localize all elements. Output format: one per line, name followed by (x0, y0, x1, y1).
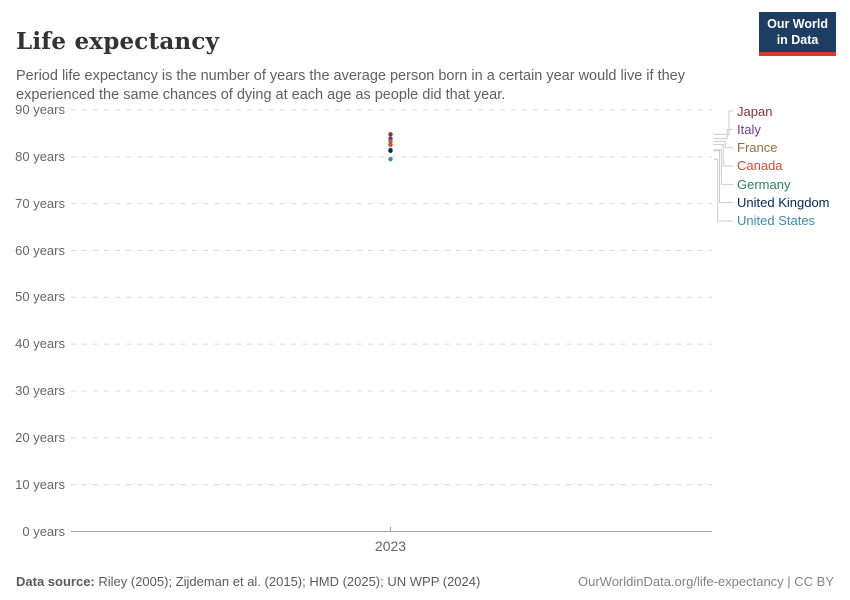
y-axis-tick-label-90: 90 years (15, 102, 65, 117)
y-axis-tick-label-60: 60 years (15, 242, 65, 258)
legend-connector-germany (713, 149, 733, 185)
legend-label-france[interactable]: France (737, 140, 778, 156)
data-source-note: Data source: Riley (2005); Zijdeman et a… (16, 574, 480, 589)
owid-logo-line2: in Data (776, 32, 819, 47)
y-axis-tick-label-40: 40 years (15, 336, 65, 352)
y-axis-tick-label-30: 30 years (15, 383, 65, 398)
license-link[interactable]: OurWorldinData.org/life-expectancy | CC … (577, 574, 834, 589)
x-axis-tick-label: 2023 (374, 538, 407, 554)
legend-connector-canada (713, 144, 733, 167)
data-point-united-states[interactable] (388, 156, 393, 162)
legend-label-japan[interactable]: Japan (737, 103, 773, 119)
y-axis-tick-label-0: 0 years (22, 523, 65, 539)
legend-connector-japan (713, 110, 733, 135)
y-axis-tick-label-50: 50 years (15, 289, 65, 305)
chart-footer: Data source: Riley (2005); Zijdeman et a… (0, 574, 850, 589)
data-source-text: Riley (2005); Zijdeman et al. (2015); HM… (94, 574, 481, 589)
legend-connector-united-kingdom (713, 150, 733, 204)
legend-label-united-kingdom[interactable]: United Kingdom (737, 195, 830, 211)
chart-subtitle: Period life expectancy is the number of … (16, 67, 685, 103)
legend-label-canada[interactable]: Canada (737, 158, 783, 174)
page-title: Life expectancy (16, 28, 220, 56)
legend-connector-united-states (713, 158, 733, 222)
data-point-france[interactable] (388, 139, 393, 144)
data-point-united-kingdom[interactable] (388, 148, 393, 153)
data-source-label: Data source: (16, 574, 95, 589)
y-axis-tick-label-80: 80 years (15, 148, 65, 164)
y-axis-tick-label-70: 70 years (15, 195, 65, 211)
owid-logo[interactable]: Our World in Data (759, 12, 836, 57)
data-point-japan[interactable] (388, 132, 393, 137)
legend-label-italy[interactable]: Italy (737, 121, 761, 137)
legend-label-united-states[interactable]: United States (737, 213, 816, 229)
legend-label-germany[interactable]: Germany (737, 176, 791, 192)
legend-connector-france (713, 140, 733, 149)
y-axis-tick-label-10: 10 years (15, 476, 65, 492)
legend-connector-italy (713, 128, 733, 140)
owid-logo-line1: Our World (767, 17, 828, 31)
data-point-canada[interactable] (388, 142, 393, 147)
y-axis-tick-label-20: 20 years (15, 429, 65, 445)
